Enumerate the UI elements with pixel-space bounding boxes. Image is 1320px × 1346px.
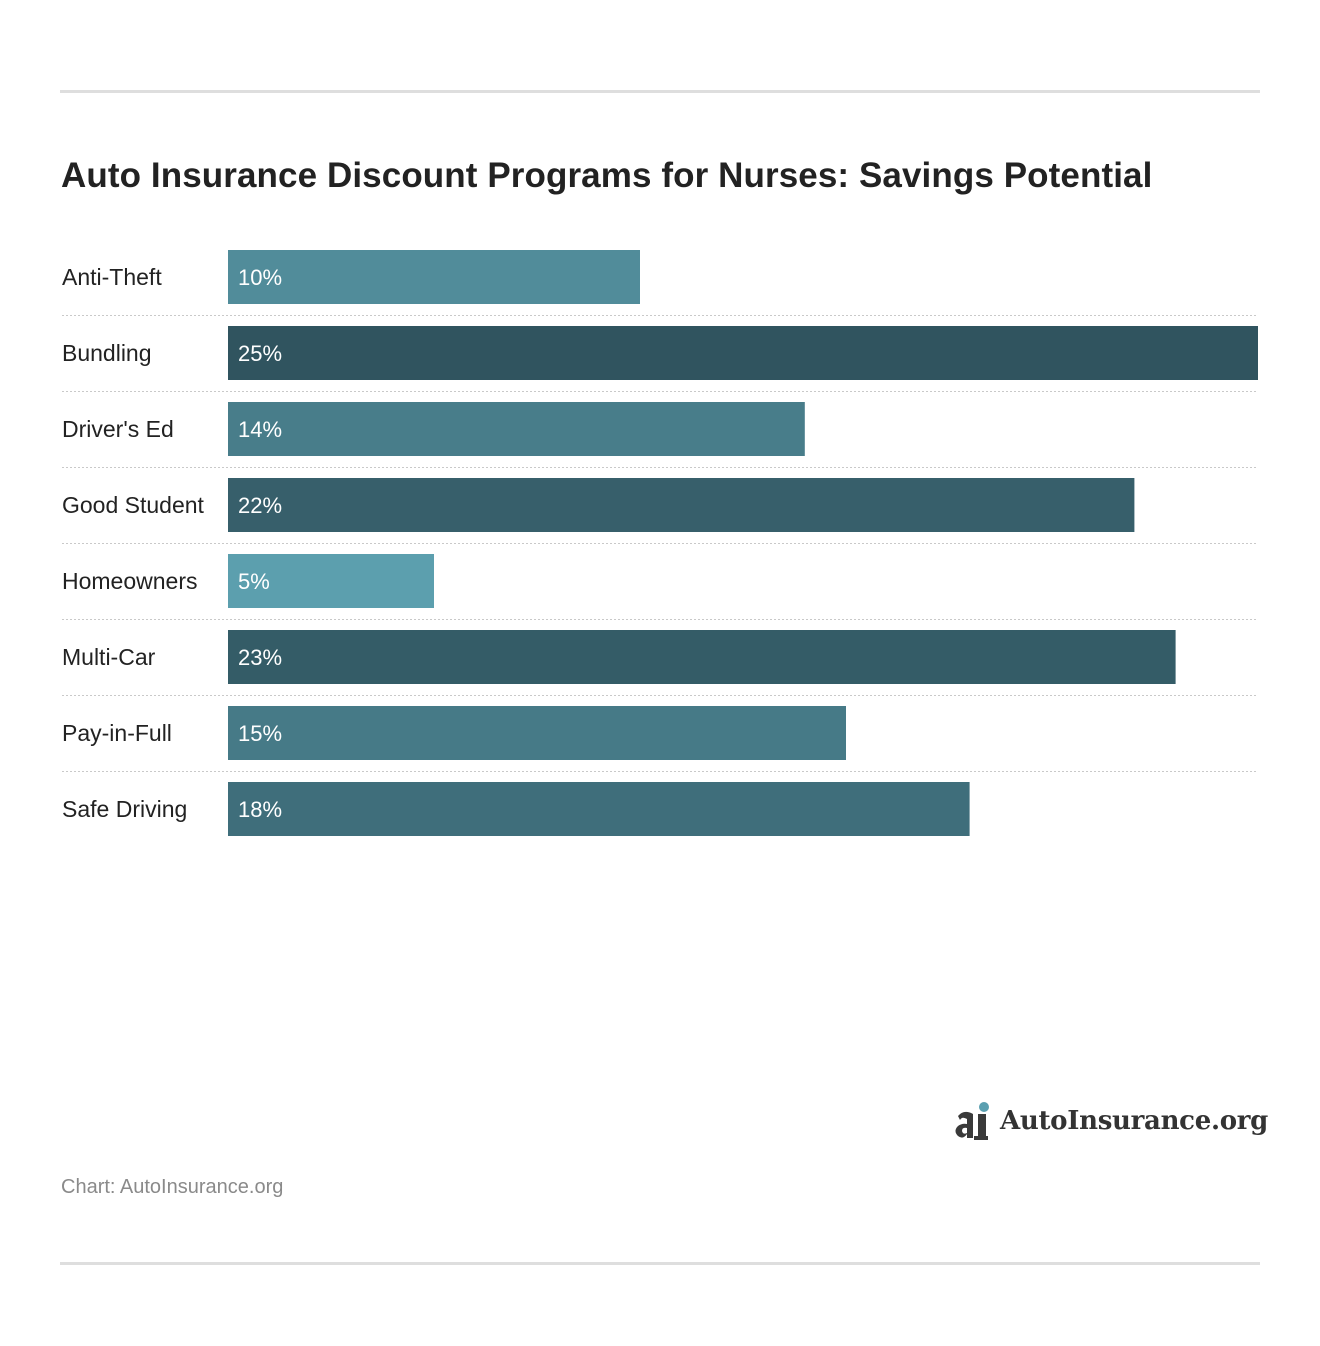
autoinsurance-logo-icon [955, 1102, 989, 1140]
value-label-anti-theft: 10% [238, 265, 282, 290]
bar-driver-s-ed [228, 402, 805, 456]
bar-multi-car [228, 630, 1176, 684]
value-label-homeowners: 5% [238, 569, 270, 594]
bar-good-student [228, 478, 1135, 532]
category-label-pay-in-full: Pay-in-Full [62, 720, 172, 746]
bottom-rule [60, 1262, 1260, 1265]
bar-pay-in-full [228, 706, 846, 760]
bar-homeowners [228, 554, 434, 608]
category-label-anti-theft: Anti-Theft [62, 264, 162, 290]
logo-text: AutoInsurance.org [1000, 1106, 1269, 1136]
top-rule [60, 90, 1260, 93]
value-label-bundling: 25% [238, 341, 282, 366]
bar-anti-theft [228, 250, 640, 304]
bar-safe-driving [228, 782, 970, 836]
category-label-bundling: Bundling [62, 340, 152, 366]
category-label-homeowners: Homeowners [62, 568, 198, 594]
category-label-multi-car: Multi-Car [62, 644, 156, 670]
value-label-good-student: 22% [238, 493, 282, 518]
chart-title: Auto Insurance Discount Programs for Nur… [61, 156, 1153, 195]
brand-logo: AutoInsurance.org [952, 1100, 1268, 1142]
value-label-multi-car: 23% [238, 645, 282, 670]
bar-bundling [228, 326, 1258, 380]
value-label-safe-driving: 18% [238, 797, 282, 822]
value-label-driver-s-ed: 14% [238, 417, 282, 442]
category-label-driver-s-ed: Driver's Ed [62, 416, 174, 442]
category-label-good-student: Good Student [62, 492, 205, 518]
value-label-pay-in-full: 15% [238, 721, 282, 746]
chart-source: Chart: AutoInsurance.org [61, 1176, 284, 1198]
category-label-safe-driving: Safe Driving [62, 796, 187, 822]
